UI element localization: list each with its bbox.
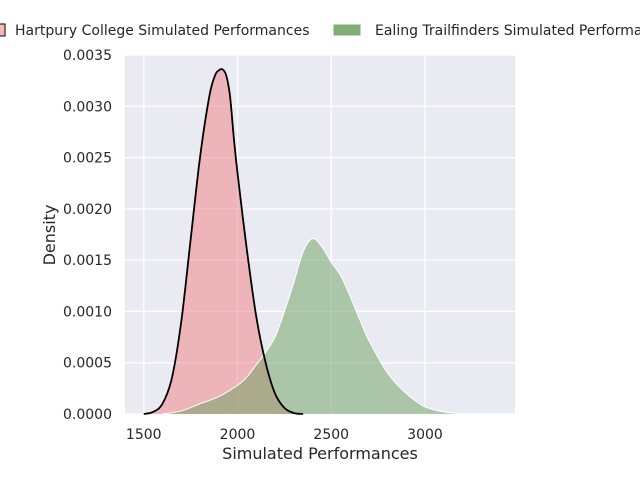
hartpury-density-area	[143, 69, 304, 414]
y-tick-label: 0.0020	[63, 202, 112, 218]
ealing-density-area	[162, 238, 500, 414]
x-tick-label: 1500	[126, 427, 162, 443]
y-tick-label: 0.0030	[63, 99, 112, 115]
legend-label-ealing: Ealing Trailfinders Simulated Performanc…	[375, 23, 640, 39]
x-axis-label: Simulated Performances	[222, 444, 418, 463]
y-tick-label: 0.0025	[63, 151, 112, 167]
y-tick-label: 0.0005	[63, 356, 112, 372]
x-tick-labels: 1500 2000 2500 3000	[126, 427, 443, 443]
x-tick-label: 3000	[407, 427, 443, 443]
legend-label-hartpury: Hartpury College Simulated Performances	[15, 23, 310, 39]
y-tick-label: 0.0000	[63, 407, 112, 423]
x-tick-label: 2500	[313, 427, 349, 443]
hartpury-density-line	[143, 68, 304, 415]
series-layer	[143, 68, 501, 415]
y-tick-labels: 0.0000 0.0005 0.0010 0.0015 0.0020 0.0025 0.00…	[63, 48, 112, 423]
legend-swatch-hartpury	[0, 23, 6, 37]
y-tick-label: 0.0015	[63, 253, 112, 269]
y-axis-label: Density	[40, 205, 59, 266]
x-tick-label: 2000	[220, 427, 256, 443]
legend: Hartpury College Simulated Performances …	[0, 23, 640, 39]
y-tick-label: 0.0035	[63, 48, 112, 64]
y-tick-label: 0.0010	[63, 304, 112, 320]
ealing-density-line	[162, 238, 501, 415]
legend-swatch-ealing	[332, 23, 362, 37]
